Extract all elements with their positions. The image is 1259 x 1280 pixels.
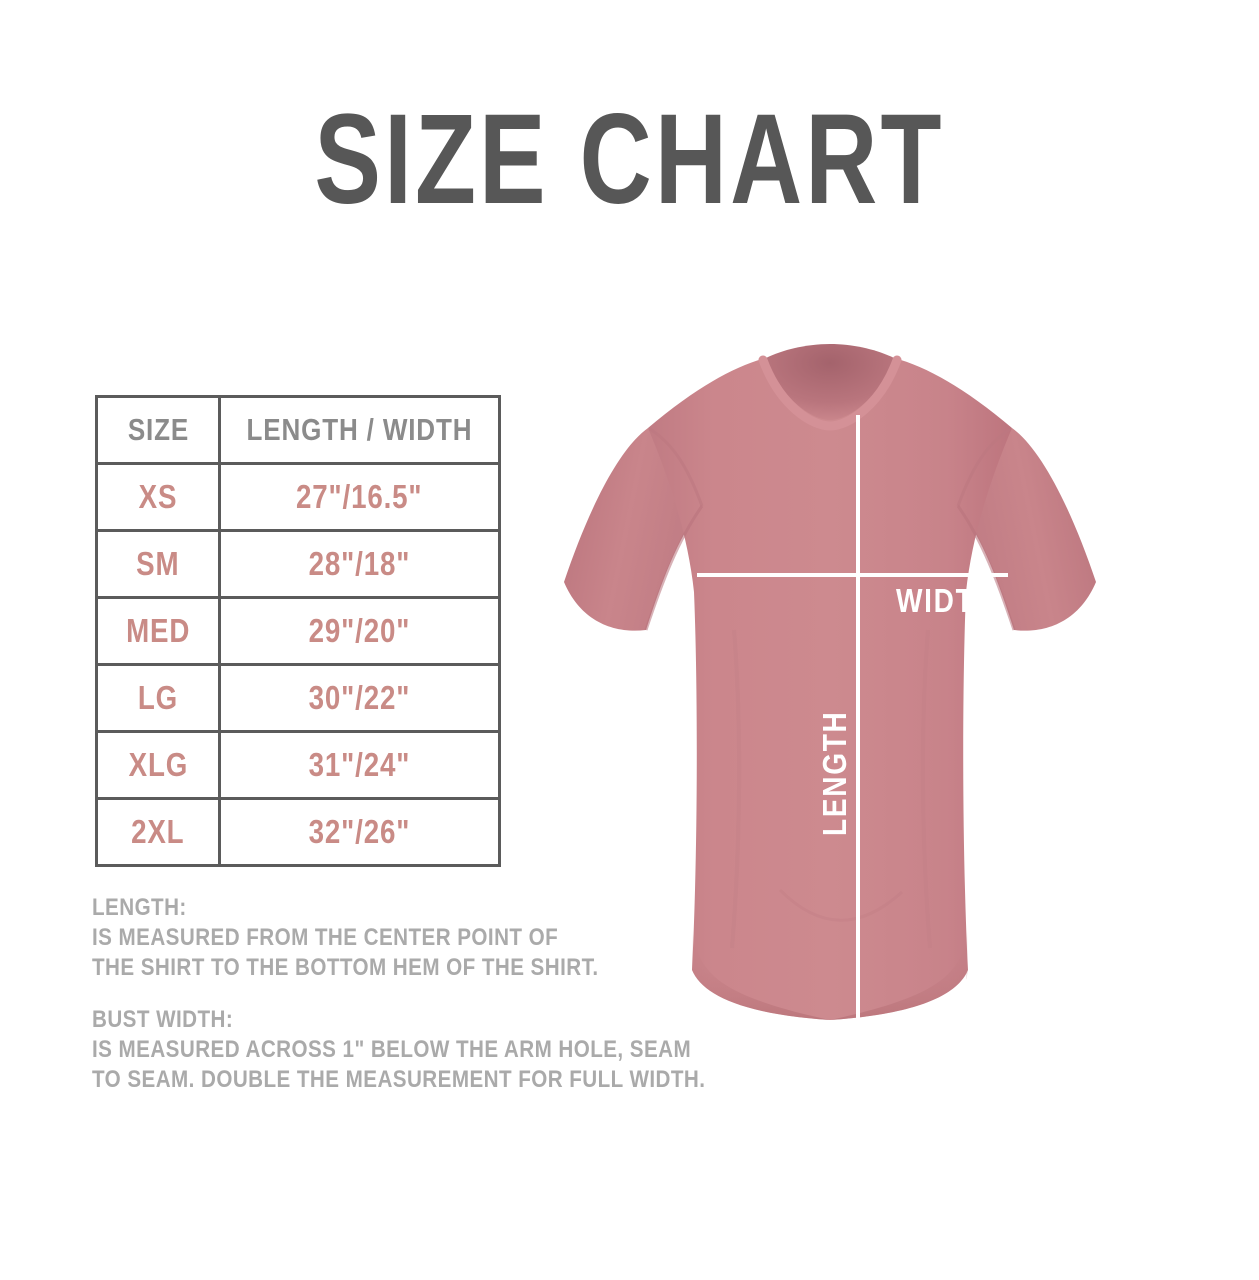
cell-measurement: 29"/20" xyxy=(218,596,501,666)
note-bust-line-1: IS MEASURED ACROSS 1" BELOW THE ARM HOLE… xyxy=(92,1036,692,1063)
right-sleeve xyxy=(958,428,1096,631)
cell-size-label: 2XL xyxy=(131,813,185,850)
cell-size-label: MED xyxy=(125,612,191,649)
cell-measurement: 32"/26" xyxy=(218,797,501,867)
note-length-line-2: THE SHIRT TO THE BOTTOM HEM OF THE SHIRT… xyxy=(92,954,599,981)
left-shoulder-seam xyxy=(649,427,704,507)
table-row: LG 30"/22" xyxy=(95,663,501,733)
column-header-length-width: LENGTH / WIDTH xyxy=(218,395,501,465)
table-row: MED 29"/20" xyxy=(95,596,501,666)
column-header-length-width-label: LENGTH / WIDTH xyxy=(246,412,473,447)
fabric-fold-2 xyxy=(920,629,932,949)
tshirt-svg xyxy=(564,344,1096,1020)
left-sleeve xyxy=(564,428,702,631)
cell-size: XLG xyxy=(95,730,221,800)
cell-measurement-label: 27"/16.5" xyxy=(296,478,423,515)
table-row: 2XL 32"/26" xyxy=(95,797,501,867)
note-bust-line-2: TO SEAM. DOUBLE THE MEASUREMENT FOR FULL… xyxy=(92,1066,706,1093)
table-row: XLG 31"/24" xyxy=(95,730,501,800)
fabric-fold-3 xyxy=(778,888,904,922)
cell-measurement: 28"/18" xyxy=(218,529,501,599)
note-bust-width: BUST WIDTH: IS MEASURED ACROSS 1" BELOW … xyxy=(92,1005,805,1095)
note-length: LENGTH: IS MEASURED FROM THE CENTER POIN… xyxy=(92,893,681,983)
cell-size: 2XL xyxy=(95,797,221,867)
cell-measurement: 27"/16.5" xyxy=(218,462,501,532)
cell-size-label: XLG xyxy=(128,746,188,783)
tshirt-illustration xyxy=(520,330,1140,1070)
cell-measurement: 30"/22" xyxy=(218,663,501,733)
note-bust-heading: BUST WIDTH: xyxy=(92,1006,234,1033)
cell-size: LG xyxy=(95,663,221,733)
table-row: XS 27"/16.5" xyxy=(95,462,501,532)
cell-measurement-label: 31"/24" xyxy=(308,746,411,783)
column-header-size-label: SIZE xyxy=(127,412,189,447)
cell-size: XS xyxy=(95,462,221,532)
shirt-body xyxy=(648,358,1012,1020)
table-header-row: SIZE LENGTH / WIDTH xyxy=(95,395,501,465)
page-title: SIZE CHART xyxy=(314,88,945,231)
column-header-size: SIZE xyxy=(95,395,221,465)
note-length-line-1: IS MEASURED FROM THE CENTER POINT OF xyxy=(92,924,559,951)
cell-size: MED xyxy=(95,596,221,666)
right-sleeve-seam xyxy=(956,505,1016,631)
size-table: SIZE LENGTH / WIDTH XS 27"/16.5" SM 28"/… xyxy=(95,395,501,867)
left-sleeve-seam xyxy=(644,505,704,631)
cell-measurement-label: 29"/20" xyxy=(308,612,411,649)
collar xyxy=(766,344,894,420)
cell-measurement: 31"/24" xyxy=(218,730,501,800)
cell-size: SM xyxy=(95,529,221,599)
cell-measurement-label: 32"/26" xyxy=(308,813,411,850)
note-length-heading: LENGTH: xyxy=(92,894,187,921)
cell-size-label: XS xyxy=(138,478,178,515)
cell-measurement-label: 30"/22" xyxy=(308,679,411,716)
cell-measurement-label: 28"/18" xyxy=(308,545,411,582)
collar-rib xyxy=(758,355,902,431)
cell-size-label: LG xyxy=(137,679,179,716)
table-row: SM 28"/18" xyxy=(95,529,501,599)
fabric-fold-1 xyxy=(730,629,742,949)
right-shoulder-seam xyxy=(956,427,1011,507)
cell-size-label: SM xyxy=(136,545,180,582)
